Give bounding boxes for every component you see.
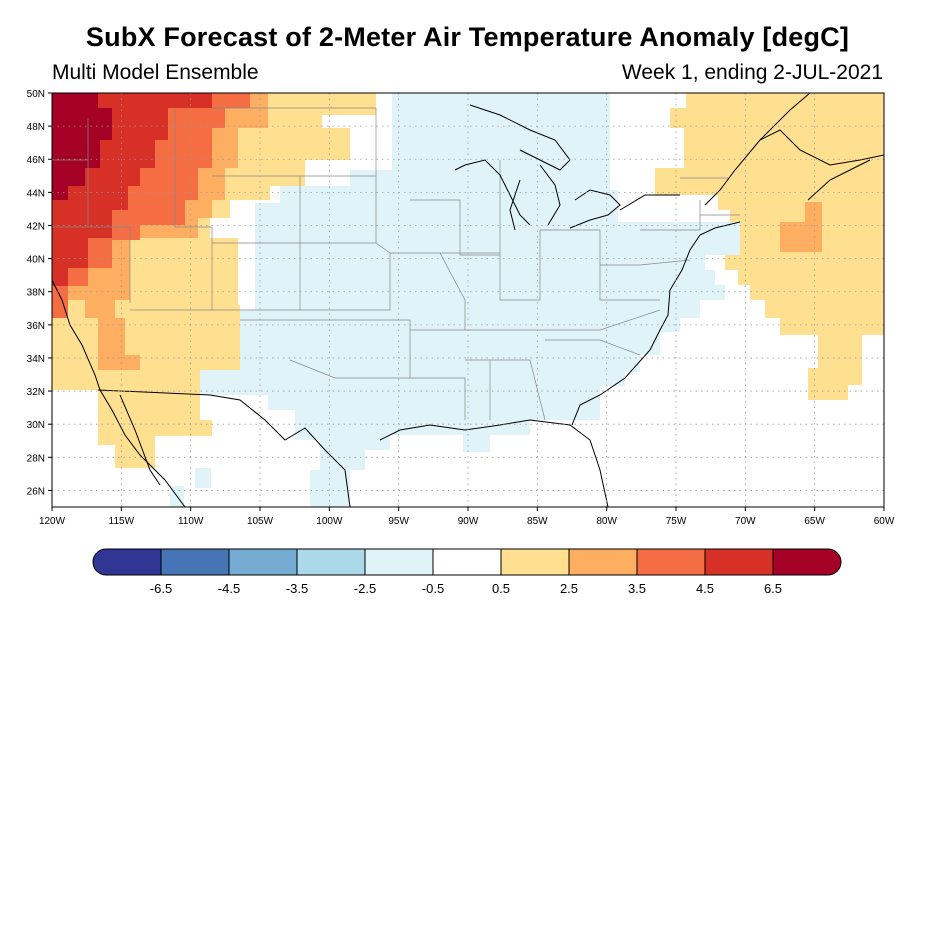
lon-tick-label: 75W [666, 516, 687, 527]
lat-tick-label: 48N [27, 122, 45, 133]
cool-anomaly-field [170, 93, 740, 507]
lat-tick-label: 42N [27, 221, 45, 232]
colorbar-swatch [636, 548, 706, 576]
lat-tick-label: 26N [27, 486, 45, 497]
colorbar-label: -6.5 [150, 581, 172, 596]
lon-tick-label: 110W [178, 516, 204, 527]
colorbar-swatch [704, 548, 774, 576]
lat-tick-label: 36N [27, 321, 45, 332]
lon-tick-label: 95W [388, 516, 409, 527]
colorbar-label: -3.5 [286, 581, 308, 596]
colorbar-swatch [772, 548, 842, 576]
colorbar-swatch [500, 548, 570, 576]
colorbar-label: 3.5 [628, 581, 646, 596]
lat-tick-label: 34N [27, 354, 45, 365]
colorbar-label: 0.5 [492, 581, 510, 596]
lon-tick-label: 105W [247, 516, 274, 527]
lat-tick-label: 38N [27, 288, 45, 299]
lon-tick-label: 115W [109, 516, 135, 527]
lon-tick-label: 85W [527, 516, 548, 527]
colorbar-label: 4.5 [696, 581, 714, 596]
lon-tick-label: 65W [804, 516, 825, 527]
colorbar-swatch [568, 548, 638, 576]
colorbar-label: 6.5 [764, 581, 782, 596]
model-subtitle: Multi Model Ensemble [52, 61, 259, 84]
lon-tick-label: 80W [596, 516, 617, 527]
lon-tick-label: 60W [874, 516, 895, 527]
lat-tick-label: 30N [27, 420, 45, 431]
colorbar: -6.5 -4.5 -3.5 -2.5 -0.5 0.5 2.5 3.5 4.5 6.5 [92, 548, 842, 596]
lat-tick-label: 32N [27, 387, 45, 398]
colorbar-swatch [228, 548, 298, 576]
period-subtitle: Week 1, ending 2-JUL-2021 [621, 61, 883, 84]
graticule [52, 93, 884, 507]
lon-tick-label: 100W [316, 516, 343, 527]
lat-tick-label: 46N [27, 155, 45, 166]
colorbar-swatch [432, 548, 502, 576]
colorbar-label: -4.5 [218, 581, 240, 596]
colorbar-label: 2.5 [560, 581, 578, 596]
lon-tick-label: 90W [458, 516, 479, 527]
lat-tick-label: 28N [27, 453, 45, 464]
colorbar-swatch [296, 548, 366, 576]
colorbar-swatch [92, 548, 162, 576]
chart-title: SubX Forecast of 2-Meter Air Temperature… [85, 22, 850, 52]
colorbar-swatch [364, 548, 434, 576]
lat-tick-label: 50N [27, 89, 45, 100]
lat-tick-label: 40N [27, 255, 45, 266]
state-boundaries [52, 107, 740, 421]
colorbar-label: -2.5 [354, 581, 376, 596]
lat-tick-label: 44N [27, 188, 45, 199]
lon-tick-label: 120W [39, 516, 66, 527]
colorbar-swatch [160, 548, 230, 576]
map-plot-area [52, 93, 884, 507]
warm-anomaly-field-5 [52, 93, 112, 200]
lon-tick-label: 70W [735, 516, 756, 527]
map-axes: 120W 115W 110W 105W 100W 95W 90W 85W 80W 75W 70W 65… [27, 89, 895, 527]
colorbar-label: -0.5 [422, 581, 444, 596]
